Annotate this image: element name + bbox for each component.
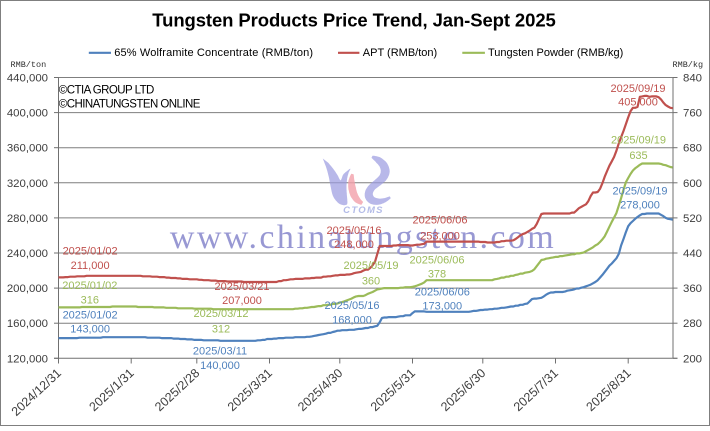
svg-text:200: 200 [683,353,702,365]
svg-text:2025/09/19: 2025/09/19 [612,185,667,197]
svg-text:200,000: 200,000 [7,283,48,295]
svg-text:320,000: 320,000 [7,178,48,190]
svg-text:440,000: 440,000 [7,73,48,85]
svg-text:2025/01/02: 2025/01/02 [62,280,117,292]
svg-text:CTOMS: CTOMS [343,205,384,216]
svg-text:Tungsten Powder (RMB/kg): Tungsten Powder (RMB/kg) [488,47,623,59]
svg-text:378: 378 [428,269,446,281]
svg-text:2025/03/11: 2025/03/11 [193,345,247,357]
svg-text:168,000: 168,000 [332,314,372,326]
svg-text:©CHINATUNGSTEN ONLINE: ©CHINATUNGSTEN ONLINE [59,98,201,110]
svg-text:405,000: 405,000 [618,96,658,108]
svg-text:2025/06/06: 2025/06/06 [412,215,467,227]
svg-text:360: 360 [683,283,702,295]
svg-text:840: 840 [683,73,702,85]
svg-text:240,000: 240,000 [7,248,48,260]
svg-text:140,000: 140,000 [200,360,240,372]
svg-text:120,000: 120,000 [7,353,48,365]
svg-text:2025/03/21: 2025/03/21 [214,281,269,293]
svg-text:278,000: 278,000 [620,199,660,211]
svg-text:253,000: 253,000 [420,230,460,242]
svg-text:2025/03/12: 2025/03/12 [193,308,248,320]
svg-text:207,000: 207,000 [222,295,262,307]
svg-text:2025/05/16: 2025/05/16 [326,225,381,237]
svg-text:635: 635 [629,150,647,162]
svg-text:2025/06/06: 2025/06/06 [409,254,464,266]
svg-text:520: 520 [683,213,702,225]
svg-text:2025/05/16: 2025/05/16 [324,300,379,312]
svg-text:440: 440 [683,248,702,260]
svg-text:2025/09/19: 2025/09/19 [610,83,665,95]
svg-text:316: 316 [81,295,99,307]
svg-text:280: 280 [683,318,702,330]
svg-text:2025/06/06: 2025/06/06 [415,287,470,299]
svg-text:2025/01/02: 2025/01/02 [63,246,118,258]
svg-text:173,000: 173,000 [422,301,462,313]
svg-text:APT (RMB/ton): APT (RMB/ton) [363,47,437,59]
svg-text:RMB/ton: RMB/ton [11,60,47,70]
svg-text:312: 312 [212,323,230,335]
svg-text:400,000: 400,000 [7,108,48,120]
svg-text:2025/05/19: 2025/05/19 [343,260,398,272]
svg-text:760: 760 [683,108,702,120]
svg-text:143,000: 143,000 [70,324,110,336]
svg-text:www.chinatungsten.com: www.chinatungsten.com [170,219,556,256]
svg-text:160,000: 160,000 [7,318,48,330]
svg-text:RMB/kg: RMB/kg [673,60,704,70]
svg-text:680: 680 [683,143,702,155]
svg-text:211,000: 211,000 [71,260,110,272]
svg-text:65% Wolframite Concentrate (RM: 65% Wolframite Concentrate (RMB/ton) [114,47,313,59]
svg-text:280,000: 280,000 [7,213,48,225]
svg-text:600: 600 [683,178,702,190]
svg-text:360: 360 [362,276,380,288]
svg-text:360,000: 360,000 [7,143,48,155]
svg-text:©CTIA GROUP LTD: ©CTIA GROUP LTD [59,85,154,97]
svg-text:Tungsten Products Price Trend,: Tungsten Products Price Trend, Jan-Sept … [152,10,555,31]
svg-text:2025/01/02: 2025/01/02 [63,310,118,322]
svg-text:248,000: 248,000 [334,239,374,251]
svg-text:2025/09/19: 2025/09/19 [611,135,666,147]
